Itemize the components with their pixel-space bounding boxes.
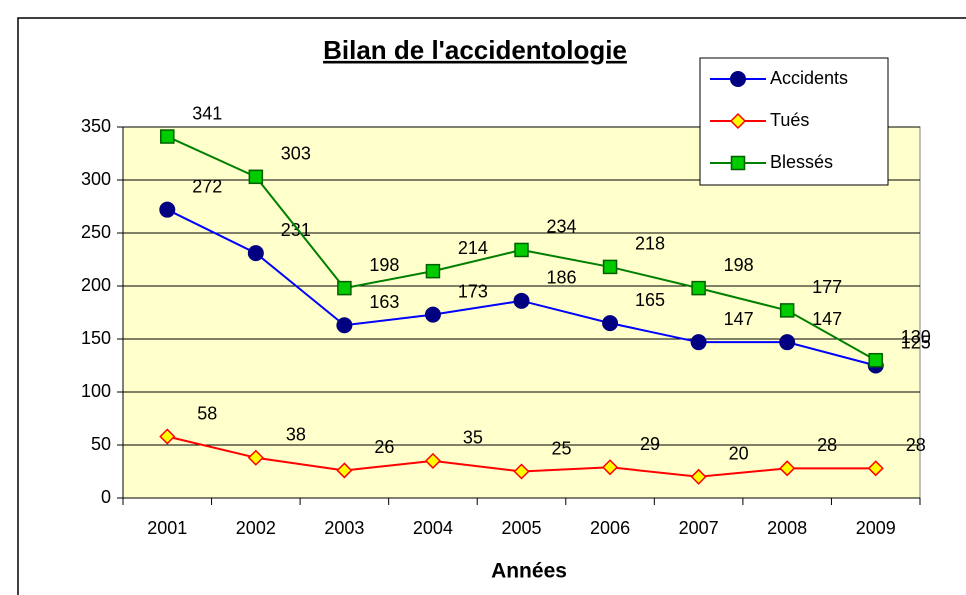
data-point	[602, 315, 619, 332]
data-point	[601, 459, 619, 476]
data-point	[247, 245, 264, 262]
data-point	[779, 334, 796, 351]
data-point	[690, 334, 707, 351]
data-label: 130	[901, 327, 931, 347]
y-tick-label: 100	[81, 381, 111, 401]
data-point	[247, 449, 264, 466]
y-tick-label: 300	[81, 169, 111, 189]
x-tick-label: 2004	[413, 518, 453, 538]
data-label: 231	[281, 220, 311, 240]
data-label: 125	[901, 332, 931, 352]
legend-label: Accidents	[770, 68, 848, 88]
x-tick-label: 2001	[147, 518, 187, 538]
data-point	[514, 242, 529, 258]
data-point	[336, 462, 353, 479]
data-point	[424, 306, 441, 323]
data-point	[513, 292, 530, 309]
x-tick-label: 2007	[679, 518, 719, 538]
data-label: 234	[546, 217, 576, 237]
legend-label: Tués	[770, 110, 809, 130]
data-point	[159, 201, 176, 218]
data-label: 147	[724, 309, 754, 329]
data-label: 58	[197, 403, 217, 423]
data-label: 163	[369, 292, 399, 312]
chart-title: Bilan de l'accidentologie	[323, 35, 627, 65]
data-label: 25	[551, 438, 571, 458]
data-point	[690, 468, 707, 485]
data-label: 173	[458, 281, 488, 301]
x-tick-label: 2005	[501, 518, 541, 538]
data-point	[337, 280, 352, 296]
data-label: 20	[729, 444, 749, 464]
data-label: 341	[192, 103, 222, 123]
x-tick-label: 2003	[324, 518, 364, 538]
legend-marker	[730, 71, 746, 87]
data-label: 26	[374, 437, 394, 457]
data-label: 147	[812, 309, 842, 329]
y-tick-label: 250	[81, 222, 111, 242]
data-point	[336, 317, 353, 334]
y-tick-label: 150	[81, 328, 111, 348]
data-point	[160, 129, 175, 144]
data-label: 29	[640, 434, 660, 454]
data-label: 177	[812, 277, 842, 297]
data-label: 35	[463, 428, 483, 448]
legend-marker	[729, 112, 747, 130]
data-point	[867, 460, 884, 477]
data-point	[513, 463, 530, 480]
data-point	[691, 280, 706, 296]
x-tick-label: 2006	[590, 518, 630, 538]
data-point	[424, 452, 442, 469]
y-tick-label: 0	[101, 487, 111, 507]
data-point	[159, 428, 176, 445]
data-label: 28	[906, 435, 926, 455]
data-label: 198	[369, 255, 399, 275]
data-point	[602, 259, 618, 275]
y-tick-label: 50	[91, 434, 111, 454]
y-tick-label: 350	[81, 116, 111, 136]
data-point	[248, 169, 264, 185]
data-point	[425, 263, 441, 279]
data-point	[779, 303, 795, 318]
x-tick-label: 2009	[856, 518, 896, 538]
data-label: 218	[635, 234, 665, 254]
data-label: 214	[458, 238, 488, 258]
legend-label: Blessés	[770, 152, 833, 172]
data-label: 38	[286, 424, 306, 444]
x-tick-label: 2002	[236, 518, 276, 538]
data-label: 28	[817, 435, 837, 455]
y-tick-label: 200	[81, 275, 111, 295]
data-label: 303	[281, 144, 311, 164]
legend-marker	[730, 155, 746, 171]
data-label: 186	[546, 268, 576, 288]
data-label: 272	[192, 176, 222, 196]
data-point	[868, 352, 883, 368]
x-axis-label: Années	[491, 560, 567, 583]
data-label: 165	[635, 290, 665, 310]
data-point	[779, 460, 796, 477]
x-tick-label: 2008	[767, 518, 807, 538]
data-label: 198	[724, 255, 754, 275]
